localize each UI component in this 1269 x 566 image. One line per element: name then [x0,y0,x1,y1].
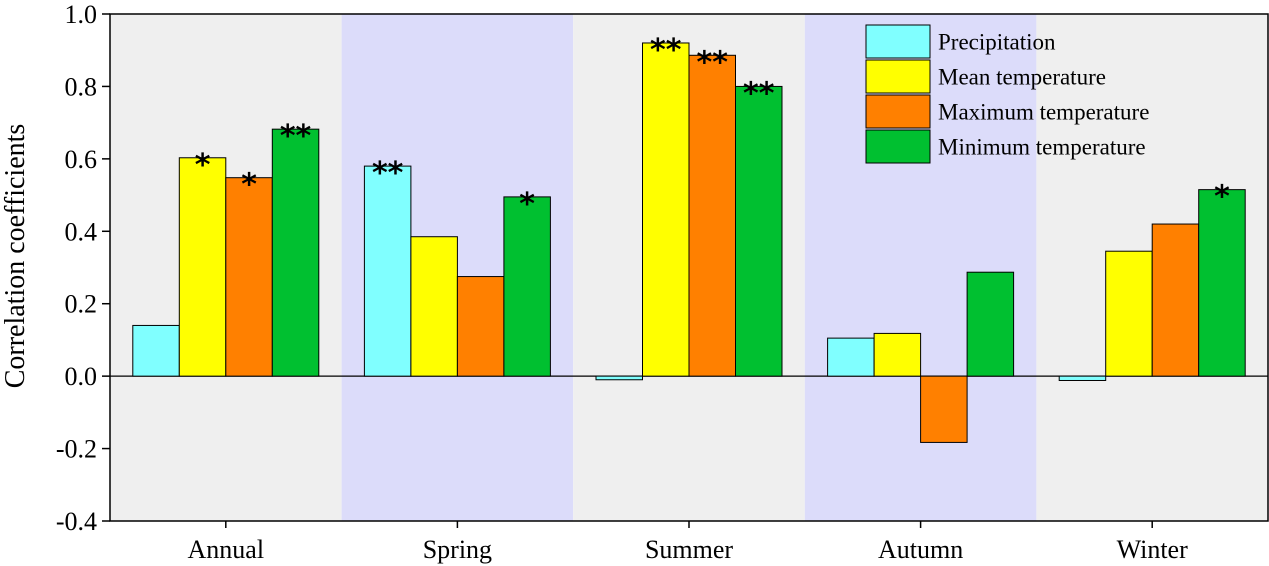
bar-autumn-3 [920,375,968,443]
y-tick-label: 0.8 [65,72,98,101]
y-tick-label: 0.0 [65,362,98,391]
legend-label-4: Minimum temperature [938,135,1146,160]
significance-label: * [1214,180,1230,215]
bar-annual-3 [225,177,273,377]
y-tick-label: 0.4 [65,217,98,246]
bar-annual-4 [271,128,320,377]
legend-swatch-1 [865,24,931,59]
significance-label: * [519,187,535,222]
significance-label: ** [372,156,404,191]
bar-annual-2 [178,157,227,377]
x-axis-ticks: Annual Spring Summer Autumn Winter [188,521,1188,564]
significance-labels: ********* ***** [195,33,1230,222]
bar-winter-1 [1058,375,1107,381]
bar-spring-3 [456,276,505,377]
legend-swatch-2 [865,59,931,94]
bar-spring-1 [363,165,412,377]
y-tick-label: 0.2 [65,290,98,319]
bar-winter-4 [1198,189,1246,377]
bar-spring-4 [503,196,551,377]
bar-annual-1 [132,324,180,377]
y-axis-ticks: -0.4 -0.2 0.0 0.2 0.4 0.6 0.8 1.0 [56,0,110,536]
y-tick-label: 0.6 [65,145,98,174]
legend-label-2: Mean temperature [938,65,1106,90]
legend-label-1: Precipitation [938,30,1056,55]
significance-label: ** [743,76,775,111]
significance-label: ** [650,33,682,68]
x-tick-label-summer: Summer [645,535,733,564]
bar-winter-3 [1151,223,1200,377]
bars [132,42,1246,443]
legend-label-3: Maximum temperature [938,100,1149,125]
x-tick-label-winter: Winter [1117,535,1188,564]
legend-swatch-4 [865,129,931,164]
bar-spring-2 [410,236,458,377]
x-tick-label-autumn: Autumn [878,535,963,564]
significance-label: * [195,148,211,183]
bar-summer-2 [642,42,690,377]
y-tick-label: -0.4 [56,507,97,536]
significance-label: * [241,168,257,203]
bar-autumn-4 [966,271,1015,377]
y-axis-title: Correlation coefficients [0,124,31,389]
bar-summer-4 [735,85,783,377]
legend: Precipitation Mean temperature Maximum tem… [865,24,1149,164]
bar-summer-1 [595,375,643,381]
bar-autumn-1 [827,337,875,377]
y-tick-label: -0.2 [56,435,97,464]
y-tick-label: 1.0 [65,0,98,29]
bar-autumn-2 [873,332,922,377]
x-tick-label-spring: Spring [423,535,492,564]
significance-label: ** [280,119,312,154]
x-tick-label-annual: Annual [188,535,265,564]
significance-label: ** [697,45,729,80]
legend-swatch-3 [865,94,931,129]
bar-winter-2 [1105,250,1153,377]
bar-summer-3 [688,54,736,377]
